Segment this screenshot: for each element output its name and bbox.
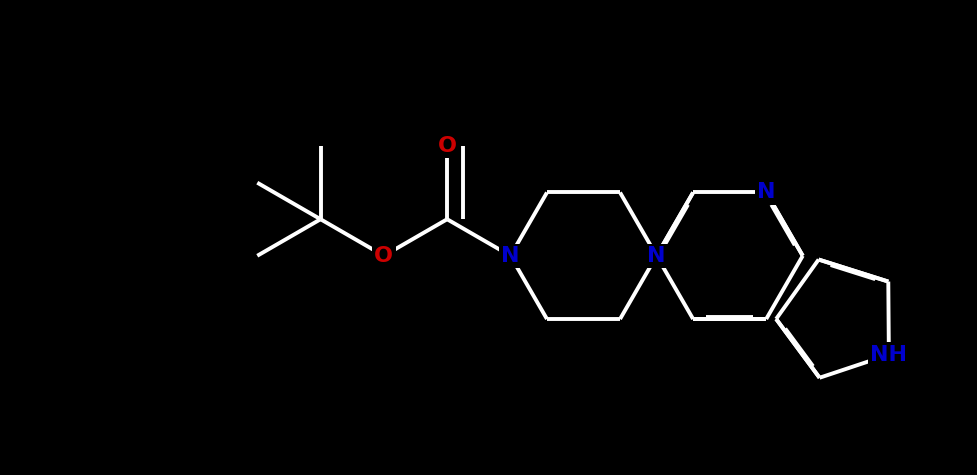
Text: N: N (648, 246, 666, 266)
Text: O: O (438, 136, 456, 156)
Text: O: O (374, 246, 394, 266)
Text: NH: NH (871, 345, 908, 365)
Text: N: N (757, 182, 776, 202)
Text: N: N (501, 246, 520, 266)
